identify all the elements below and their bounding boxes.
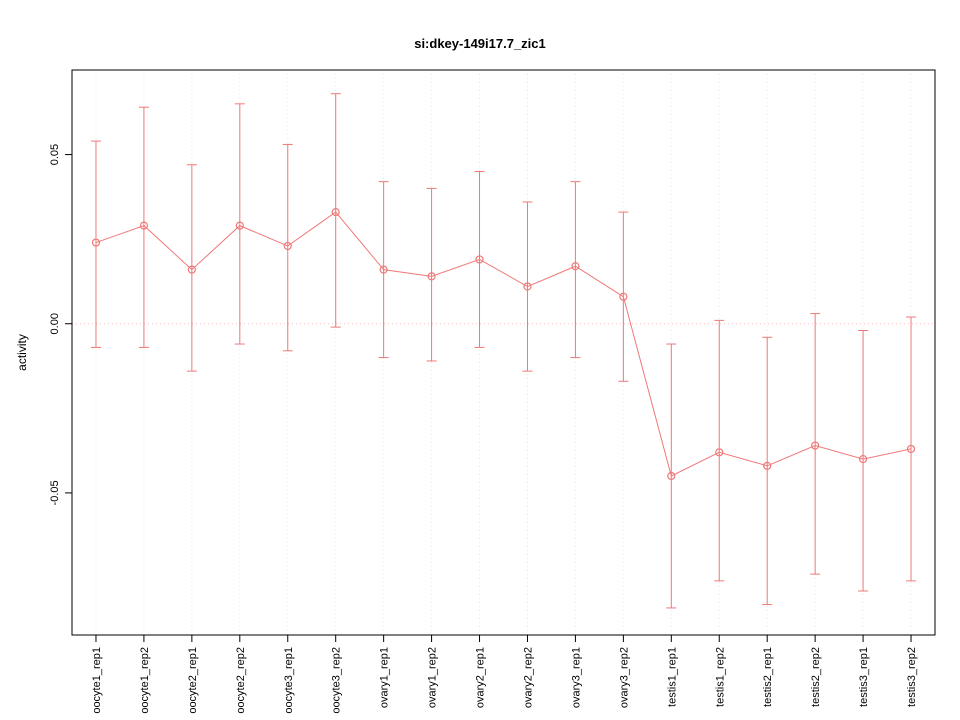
x-tick-label: ovary2_rep1: [475, 647, 487, 708]
x-tick-label: testis3_rep2: [906, 647, 918, 707]
data-point: [523, 282, 532, 291]
x-axis: oocyte1_rep1 oocyte1_rep2 oocyte2_rep1 oocy…: [91, 635, 918, 714]
data-point: [379, 265, 388, 274]
x-tick-label: oocyte3_rep1: [283, 647, 295, 714]
data-point: [139, 221, 149, 230]
x-tick-label: ovary1_rep2: [427, 647, 439, 708]
data-point: [667, 471, 676, 481]
x-tick-label: oocyte1_rep2: [139, 647, 151, 714]
gridlines: [72, 70, 935, 635]
x-tick-label: ovary3_rep1: [570, 647, 582, 708]
chart-title: si:dkey-149i17.7_zic1: [414, 36, 546, 51]
x-tick-label: testis3_rep1: [858, 647, 870, 707]
x-tick-label: oocyte3_rep2: [331, 647, 343, 714]
data-point: [475, 255, 484, 264]
x-tick-label: testis2_rep1: [762, 647, 774, 707]
data-point: [906, 444, 916, 454]
data-point: [858, 454, 868, 464]
y-axis-label: activity: [15, 334, 29, 371]
error-bars: [90, 93, 917, 609]
data-point: [427, 272, 436, 281]
data-points: [91, 207, 916, 481]
data-point: [619, 292, 628, 301]
plot-box: [71, 69, 936, 636]
data-point: [763, 461, 772, 470]
data-point: [811, 441, 820, 450]
data-point: [715, 448, 724, 457]
x-tick-label: oocyte2_rep2: [235, 647, 247, 714]
x-tick-label: testis2_rep2: [810, 647, 822, 707]
y-tick-label: -0.05: [49, 480, 61, 505]
y-axis: -0.05 0.00 0.05 activity: [15, 144, 72, 505]
x-tick-label: testis1_rep2: [714, 647, 726, 707]
data-point: [235, 221, 244, 230]
x-tick-label: ovary1_rep1: [379, 647, 391, 708]
data-series-line: [95, 211, 912, 477]
x-tick-label: ovary2_rep2: [522, 647, 534, 708]
data-point: [571, 262, 580, 271]
x-tick-label: ovary3_rep2: [618, 647, 630, 708]
data-point: [331, 207, 340, 217]
data-point: [91, 238, 101, 247]
data-point: [187, 265, 196, 274]
data-point: [283, 241, 292, 251]
x-tick-label: oocyte1_rep1: [91, 647, 103, 714]
y-tick-label: 0.05: [49, 144, 61, 165]
x-tick-label: oocyte2_rep1: [187, 647, 199, 714]
y-tick-label: 0.00: [49, 313, 61, 334]
x-tick-label: testis1_rep1: [666, 647, 678, 707]
